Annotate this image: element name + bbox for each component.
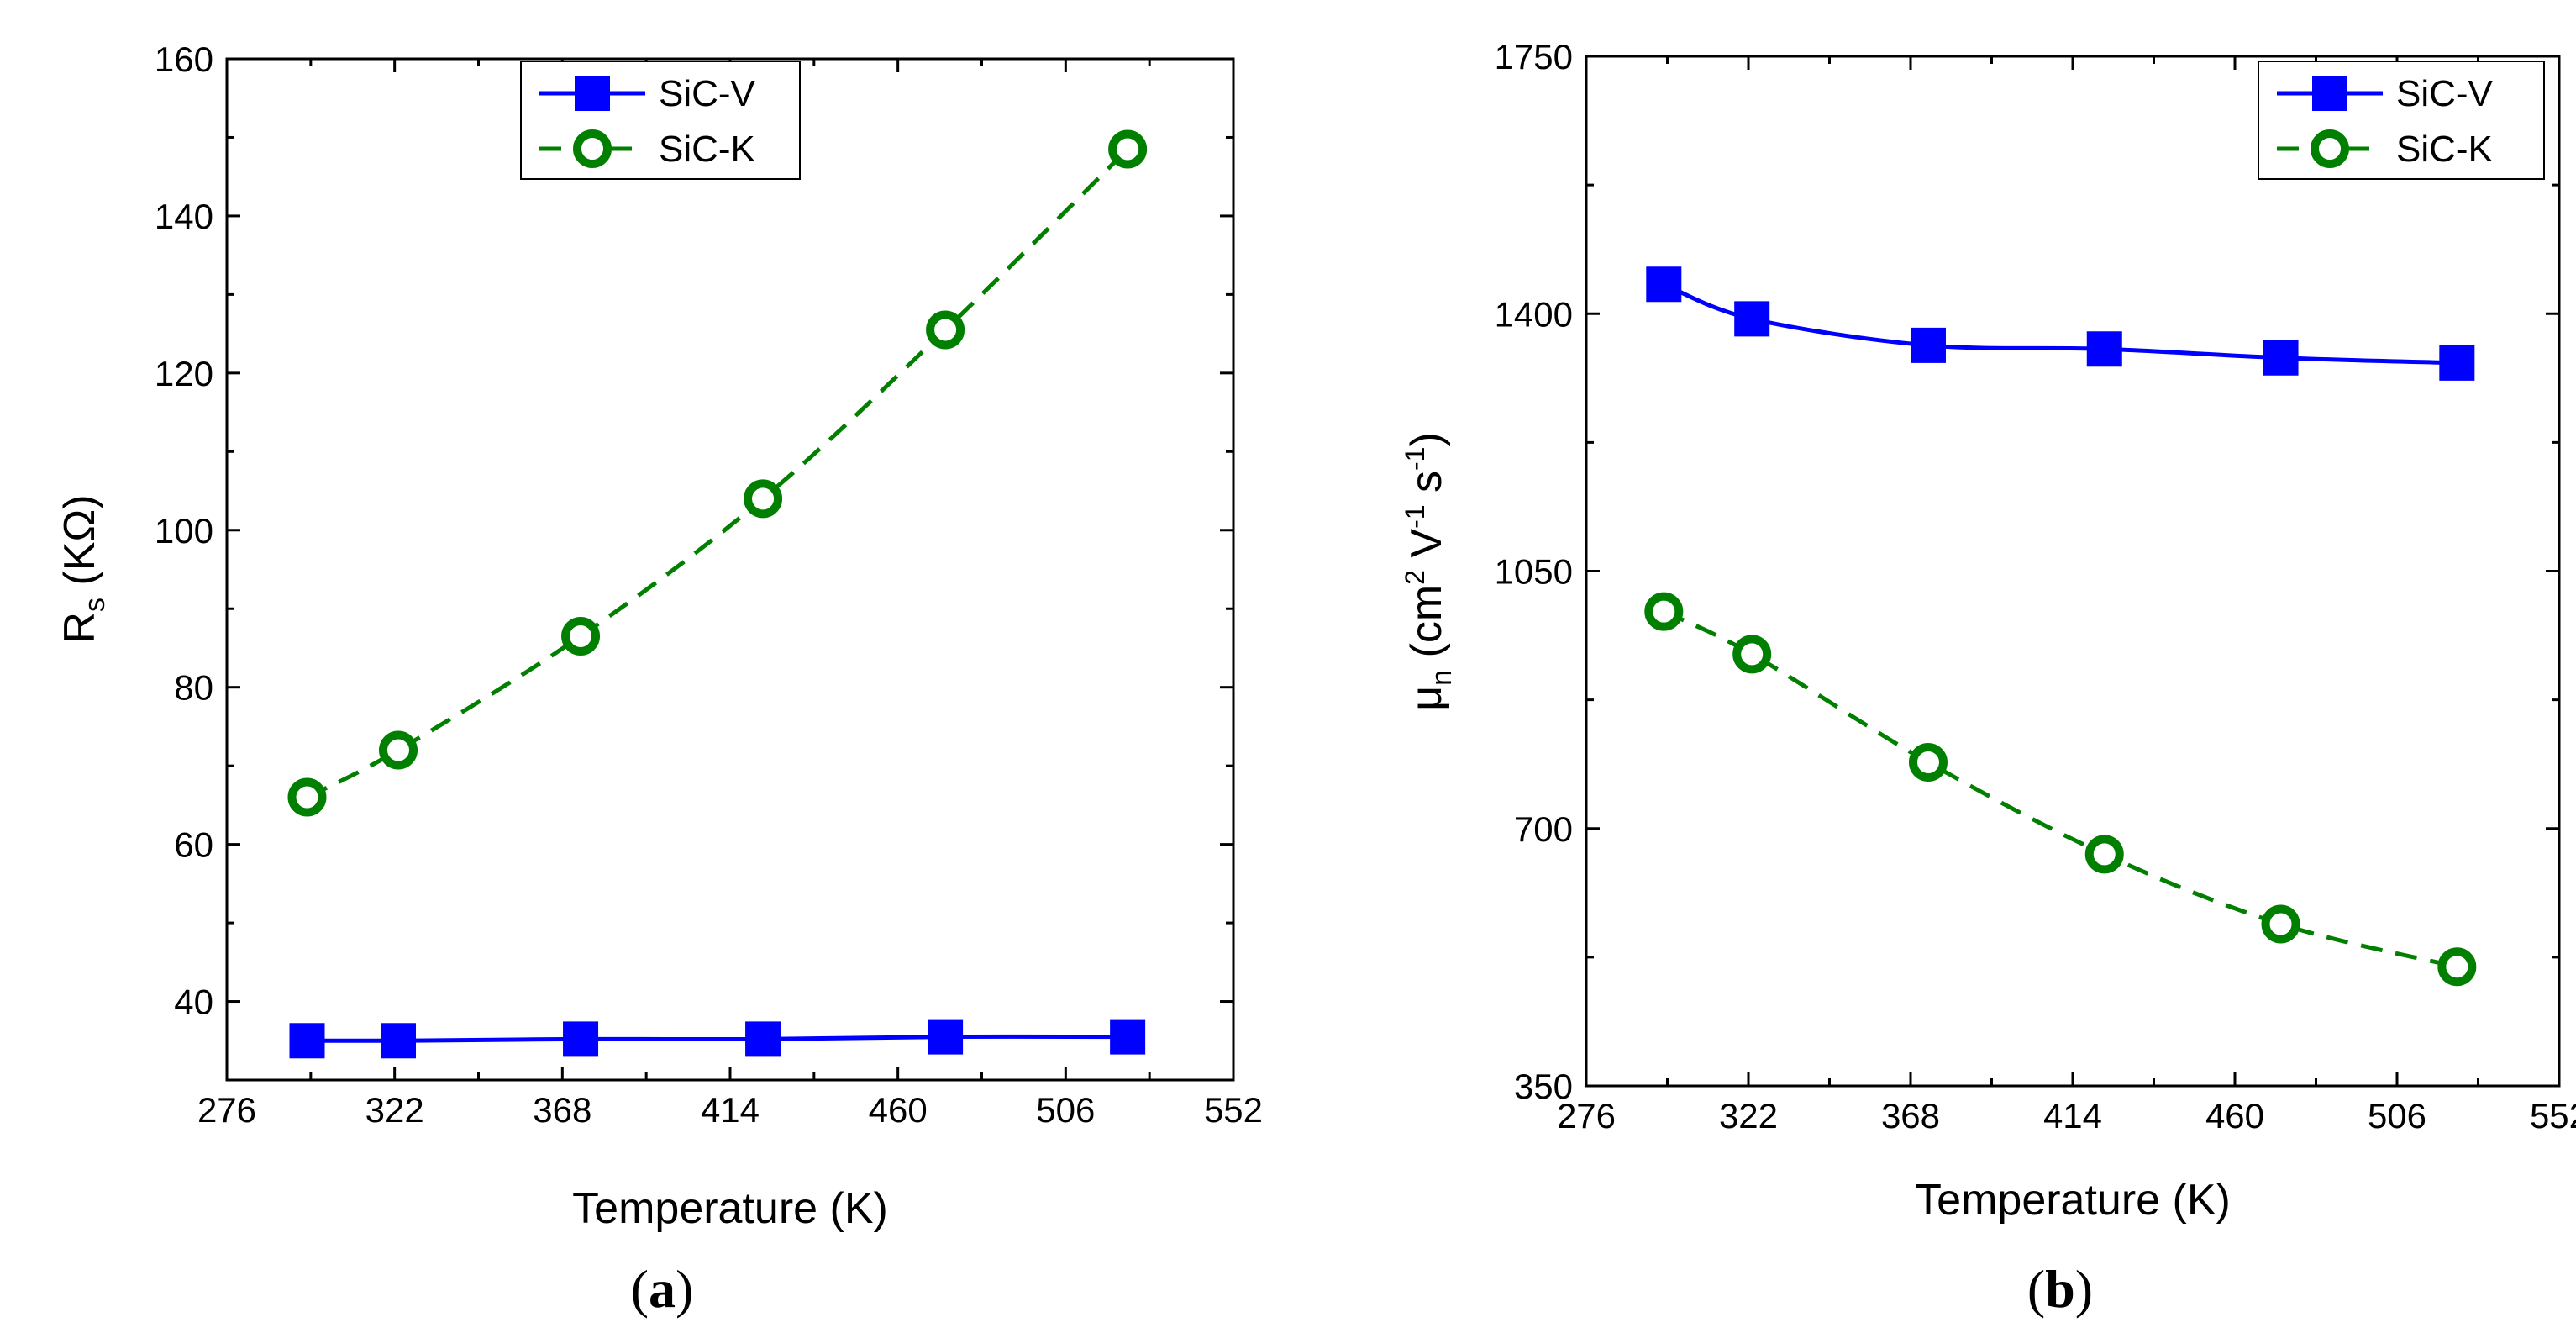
y-axis-title-sup1: 2 xyxy=(1400,570,1430,585)
y-tick-label: 1050 xyxy=(1495,552,1573,592)
y-axis-title-subscript: s xyxy=(79,598,111,612)
x-tick-label: 414 xyxy=(701,1090,760,1130)
data-point-circle xyxy=(1644,592,1684,631)
x-tick-label: 506 xyxy=(2368,1096,2426,1135)
x-tick-label: 506 xyxy=(1036,1090,1095,1130)
y-axis-title-part4: ) xyxy=(1402,432,1451,446)
x-tick-label: 460 xyxy=(2205,1096,2264,1135)
y-tick-label: 160 xyxy=(155,40,213,79)
data-point-square xyxy=(745,1021,781,1057)
data-point-circle xyxy=(2261,904,2300,944)
data-point-square xyxy=(2439,345,2475,381)
y-tick-label: 140 xyxy=(155,197,213,236)
x-tick-label: 552 xyxy=(2530,1096,2576,1135)
legend-marker-circle xyxy=(573,129,612,168)
x-tick-label: 552 xyxy=(1204,1090,1263,1130)
y-axis-title-part2: V xyxy=(1402,529,1451,570)
y-tick-label: 40 xyxy=(174,983,213,1022)
panel-label-a: (a) xyxy=(631,1259,694,1319)
legend-box xyxy=(2258,61,2545,180)
data-point-square xyxy=(2263,340,2299,376)
legend: SiC-V SiC-K xyxy=(520,61,801,180)
data-point-square xyxy=(381,1023,417,1059)
data-point-square xyxy=(1734,301,1770,337)
x-tick-label: 414 xyxy=(2043,1096,2102,1135)
data-point-circle xyxy=(2437,947,2477,987)
panel-label-close: ) xyxy=(676,1259,693,1319)
y-axis-title-mu-subscript: n xyxy=(1426,670,1458,686)
data-point-circle xyxy=(1908,743,1948,782)
data-point-circle xyxy=(2084,835,2124,874)
legend-label-sic-v: SiC-V xyxy=(659,73,756,114)
y-tick-label: 350 xyxy=(1514,1067,1573,1106)
y-tick-label: 80 xyxy=(174,668,213,708)
plot-area-frame xyxy=(1585,55,2561,1088)
series-line-sic-k xyxy=(306,147,1129,799)
data-point-square xyxy=(563,1021,599,1057)
x-tick-label: 276 xyxy=(197,1090,256,1130)
data-point-circle xyxy=(1732,635,1772,674)
data-point-square xyxy=(928,1019,964,1055)
legend-marker-circle xyxy=(2311,129,2349,168)
data-point-circle xyxy=(561,616,601,656)
y-axis-title: μn (cm2 V-1 s-1) xyxy=(1400,432,1458,711)
panel-label-b: (b) xyxy=(2027,1259,2093,1319)
y-tick-label: 1400 xyxy=(1495,294,1573,334)
legend-marker-square xyxy=(575,76,610,111)
y-tick-label: 1750 xyxy=(1495,37,1573,76)
y-tick-label: 700 xyxy=(1514,809,1573,849)
x-tick-label: 460 xyxy=(869,1090,928,1130)
data-point-square xyxy=(2086,331,2122,367)
series-line-sic-v xyxy=(1663,282,2458,366)
series-line-sic-k xyxy=(1663,609,2458,969)
data-point-square xyxy=(289,1023,325,1059)
data-point-square xyxy=(1910,327,1946,363)
legend-label-sic-v: SiC-V xyxy=(2396,73,2494,114)
series-line-sic-v xyxy=(307,1034,1128,1043)
chart-panel-a: 276 322 368 414 460 506 552406080100120140160 … xyxy=(55,40,1263,1319)
legend: SiC-V SiC-K xyxy=(2258,61,2545,180)
y-axis-title-mu: μ xyxy=(1402,686,1451,711)
panel-label-open: ( xyxy=(2027,1259,2045,1319)
legend-marker-square xyxy=(2312,76,2347,111)
y-axis-title-base: R xyxy=(55,612,104,644)
data-point-circle xyxy=(926,310,965,350)
panel-label-open: ( xyxy=(631,1259,649,1319)
x-tick-label: 368 xyxy=(533,1090,591,1130)
legend-label-sic-k: SiC-K xyxy=(2396,129,2493,170)
x-tick-label: 322 xyxy=(365,1090,424,1130)
x-axis-title: Temperature (K) xyxy=(1915,1176,2231,1225)
panel-label-letter: b xyxy=(2045,1259,2075,1319)
data-point-circle xyxy=(379,730,418,770)
panel-label-close: ) xyxy=(2075,1259,2093,1319)
y-tick-label: 60 xyxy=(174,825,213,865)
legend-box xyxy=(520,61,801,180)
series-layer xyxy=(287,129,1148,1059)
x-tick-label: 368 xyxy=(1881,1096,1940,1135)
x-tick-label: 322 xyxy=(1719,1096,1778,1135)
series-layer xyxy=(1644,266,2477,987)
data-point-circle xyxy=(744,479,783,519)
y-axis-title-part3: s xyxy=(1402,471,1451,504)
y-tick-label: 120 xyxy=(155,354,213,393)
data-point-circle xyxy=(1108,129,1148,169)
y-axis-title-sup2: -1 xyxy=(1400,504,1430,528)
chart-panel-b: 276322368414460506552350700105014001750 … xyxy=(1400,37,2576,1319)
plot-area-frame xyxy=(225,57,1235,1082)
y-axis-title: Rs (KΩ) xyxy=(55,494,111,643)
axis-ticks: 276 322 368 414 460 506 552 40 60 80 100 120 140 160 xyxy=(155,40,1263,1130)
data-point-square xyxy=(1646,266,1682,303)
panel-label-letter: a xyxy=(649,1259,676,1319)
data-point-circle xyxy=(287,777,327,817)
data-point-square xyxy=(1110,1019,1146,1055)
x-tick-label: 276 xyxy=(1557,1096,1616,1135)
axis-ticks: 276 322 368 414 460 506 552 350 700 1050 1400 1750 xyxy=(1495,37,2576,1135)
legend-label-sic-k: SiC-K xyxy=(659,129,755,170)
y-axis-title-sup3: -1 xyxy=(1400,447,1430,471)
y-axis-title-part1: (cm xyxy=(1402,585,1451,670)
x-axis-title: Temperature (K) xyxy=(572,1184,888,1233)
y-tick-label: 100 xyxy=(155,511,213,551)
y-axis-title-unit: (KΩ) xyxy=(55,494,104,598)
